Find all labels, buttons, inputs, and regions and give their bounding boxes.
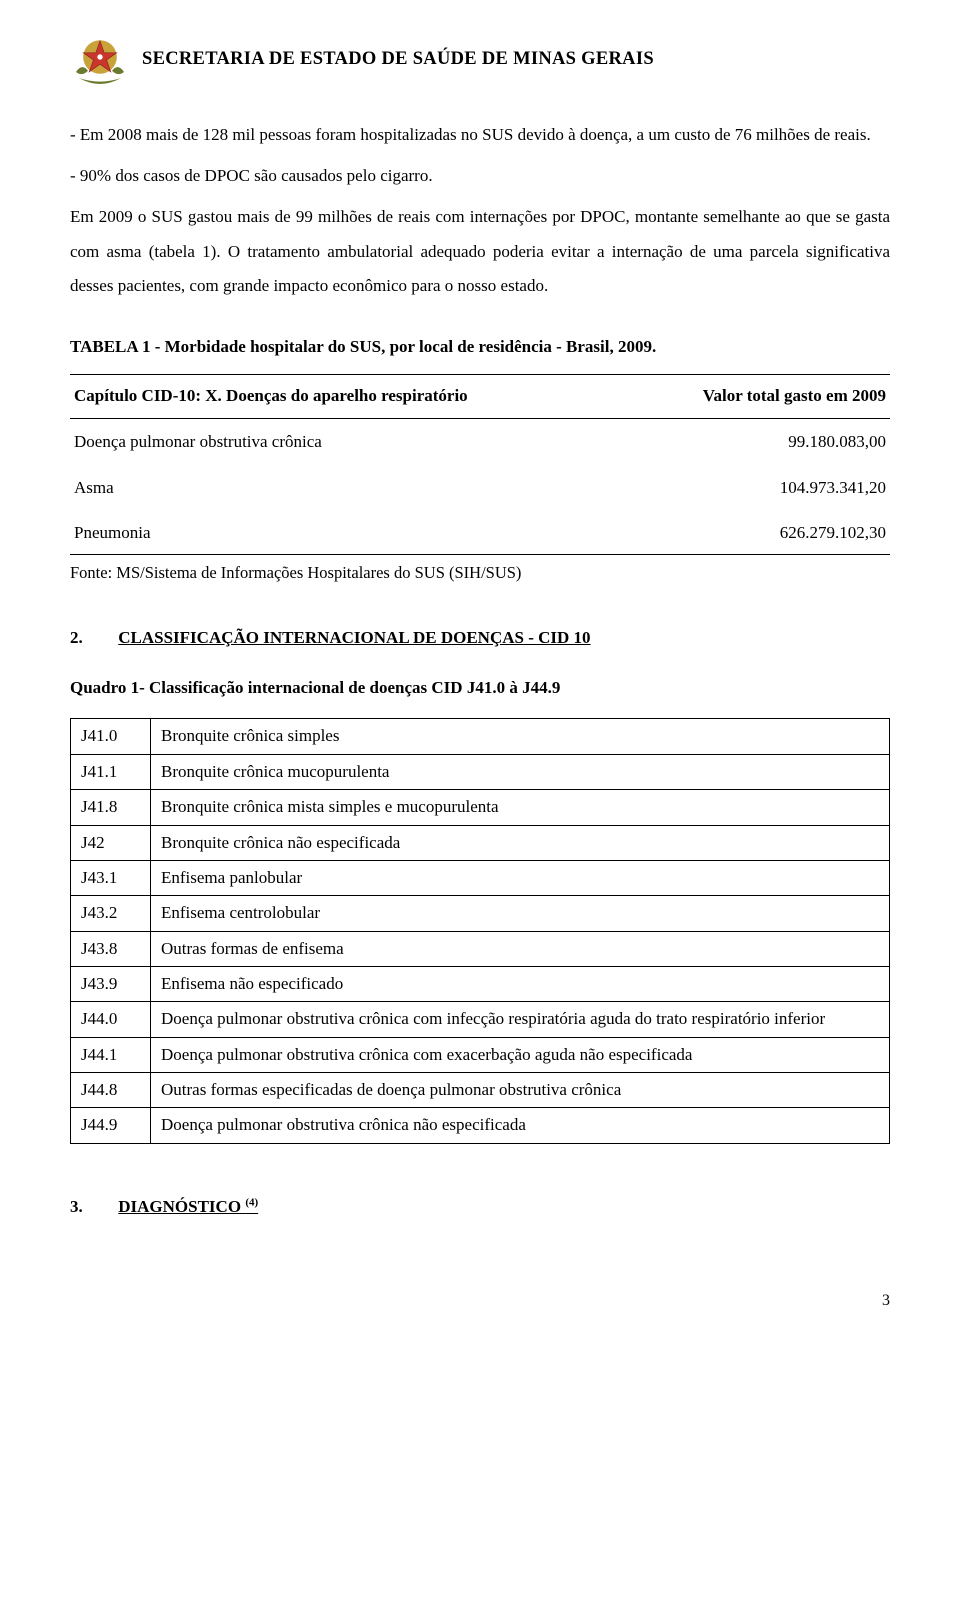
table2-cell-code: J44.9 [71, 1108, 151, 1143]
table2-cell-desc: Enfisema panlobular [151, 860, 890, 895]
table1-cell-name: Doença pulmonar obstrutiva crônica [70, 419, 626, 465]
table-row: J44.8Outras formas especificadas de doen… [71, 1072, 890, 1107]
table2-cell-code: J41.8 [71, 790, 151, 825]
table2-cell-desc: Bronquite crônica mista simples e mucopu… [151, 790, 890, 825]
table2-cell-desc: Outras formas de enfisema [151, 931, 890, 966]
table1-col1-header: Capítulo CID-10: X. Doenças do aparelho … [70, 374, 626, 419]
page-number: 3 [70, 1289, 890, 1313]
table1-cell-value: 626.279.102,30 [626, 510, 890, 554]
table2-cell-desc: Bronquite crônica mucopurulenta [151, 754, 890, 789]
table2-cell-desc: Bronquite crônica não especificada [151, 825, 890, 860]
paragraph-3: Em 2009 o SUS gastou mais de 99 milhões … [70, 200, 890, 305]
table-row: J41.0Bronquite crônica simples [71, 719, 890, 754]
table-row: J43.8Outras formas de enfisema [71, 931, 890, 966]
state-emblem-icon [70, 30, 130, 90]
org-title: SECRETARIA DE ESTADO DE SAÚDE DE MINAS G… [142, 46, 654, 74]
table2-cell-desc: Outras formas especificadas de doença pu… [151, 1072, 890, 1107]
table-row: J41.8Bronquite crônica mista simples e m… [71, 790, 890, 825]
table2-cell-desc: Enfisema centrolobular [151, 896, 890, 931]
table2-cell-code: J43.2 [71, 896, 151, 931]
table1-cell-name: Asma [70, 465, 626, 511]
table2-cell-code: J44.1 [71, 1037, 151, 1072]
section-2-title: CLASSIFICAÇÃO INTERNACIONAL DE DOENÇAS -… [118, 628, 590, 647]
table1-cell-name: Pneumonia [70, 510, 626, 554]
table-2: J41.0Bronquite crônica simplesJ41.1Bronq… [70, 718, 890, 1143]
table-1: Capítulo CID-10: X. Doenças do aparelho … [70, 374, 890, 555]
table-row: J44.9Doença pulmonar obstrutiva crônica … [71, 1108, 890, 1143]
table2-cell-code: J41.0 [71, 719, 151, 754]
section-3-title: DIAGNÓSTICO (4) [118, 1197, 258, 1216]
page-header: SECRETARIA DE ESTADO DE SAÚDE DE MINAS G… [70, 30, 890, 90]
table2-cell-code: J43.9 [71, 966, 151, 1001]
section-3-num: 3. [70, 1194, 114, 1220]
table2-cell-code: J42 [71, 825, 151, 860]
section-2-heading: 2. CLASSIFICAÇÃO INTERNACIONAL DE DOENÇA… [70, 625, 890, 651]
table-1-source: Fonte: MS/Sistema de Informações Hospita… [70, 555, 890, 586]
table2-cell-code: J44.0 [71, 1002, 151, 1037]
table2-cell-code: J44.8 [71, 1072, 151, 1107]
section-3-heading: 3. DIAGNÓSTICO (4) [70, 1194, 890, 1220]
table1-cell-value: 104.973.341,20 [626, 465, 890, 511]
section-2-num: 2. [70, 625, 114, 651]
table1-cell-value: 99.180.083,00 [626, 419, 890, 465]
table-1-title: TABELA 1 - Morbidade hospitalar do SUS, … [70, 334, 890, 360]
quadro-1-title: Quadro 1- Classificação internacional de… [70, 675, 890, 701]
table2-cell-code: J41.1 [71, 754, 151, 789]
table-row: J41.1Bronquite crônica mucopurulenta [71, 754, 890, 789]
table2-cell-desc: Doença pulmonar obstrutiva crônica não e… [151, 1108, 890, 1143]
table-row: J44.0Doença pulmonar obstrutiva crônica … [71, 1002, 890, 1037]
table2-cell-desc: Doença pulmonar obstrutiva crônica com i… [151, 1002, 890, 1037]
table2-cell-code: J43.8 [71, 931, 151, 966]
paragraph-1: - Em 2008 mais de 128 mil pessoas foram … [70, 118, 890, 153]
table-1-wrap: TABELA 1 - Morbidade hospitalar do SUS, … [70, 334, 890, 585]
table1-col2-header: Valor total gasto em 2009 [626, 374, 890, 419]
table2-cell-desc: Doença pulmonar obstrutiva crônica com e… [151, 1037, 890, 1072]
paragraph-2: - 90% dos casos de DPOC são causados pel… [70, 159, 890, 194]
table-row: J43.9Enfisema não especificado [71, 966, 890, 1001]
table-row: J43.1Enfisema panlobular [71, 860, 890, 895]
table-row: J42Bronquite crônica não especificada [71, 825, 890, 860]
table2-cell-desc: Enfisema não especificado [151, 966, 890, 1001]
table2-cell-desc: Bronquite crônica simples [151, 719, 890, 754]
table-row: J44.1Doença pulmonar obstrutiva crônica … [71, 1037, 890, 1072]
section-3-ref: (4) [245, 1196, 258, 1208]
section-3-title-text: DIAGNÓSTICO [118, 1197, 241, 1216]
table2-cell-code: J43.1 [71, 860, 151, 895]
table-row: J43.2Enfisema centrolobular [71, 896, 890, 931]
